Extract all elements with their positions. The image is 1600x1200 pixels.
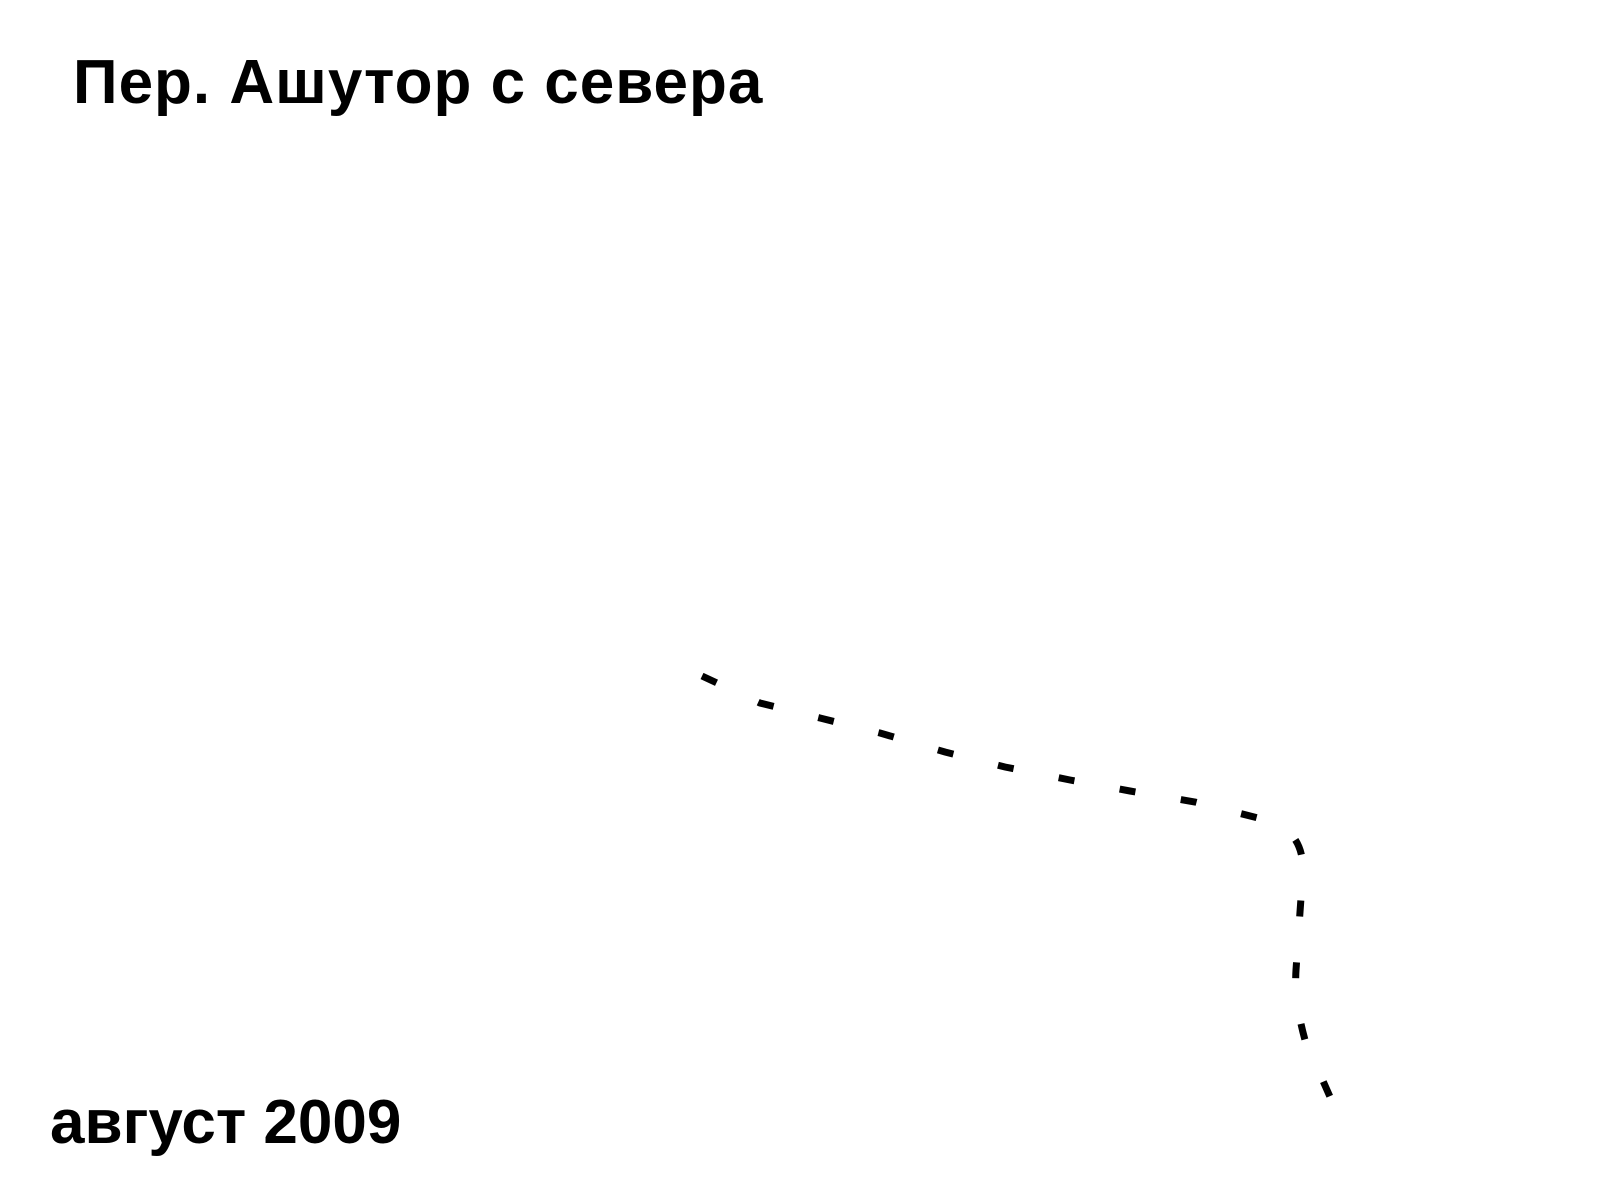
pass-title: Пер. Ашутор с севера: [73, 48, 764, 117]
route-path: [700, 672, 1342, 1117]
date-label: август 2009: [50, 1088, 402, 1157]
